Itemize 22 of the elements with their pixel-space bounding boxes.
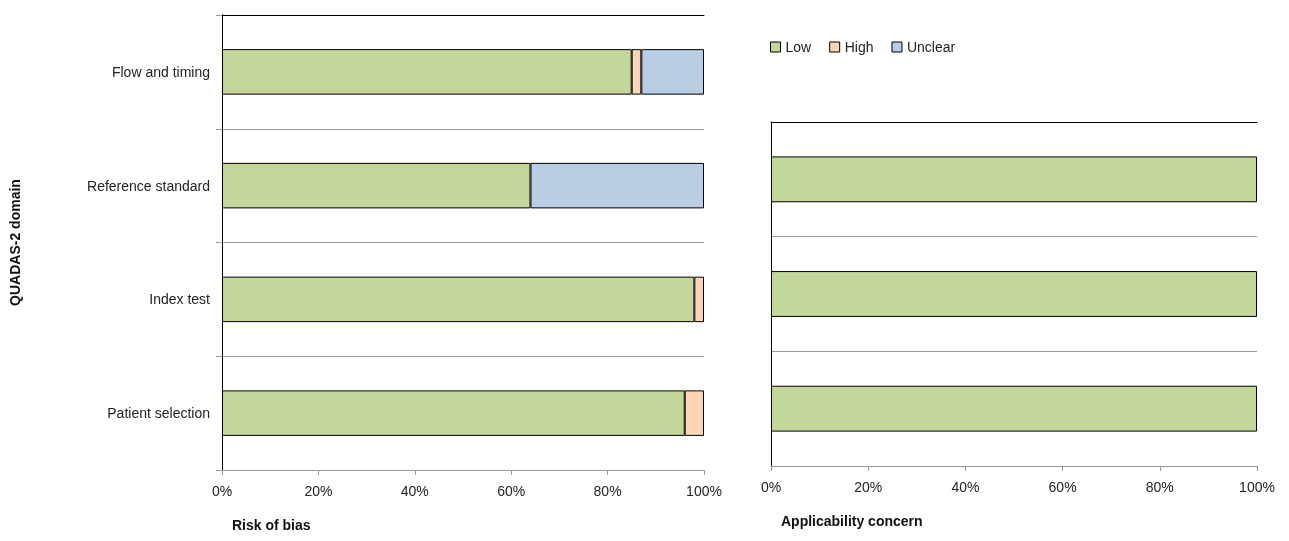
x-tick-label: 80% — [593, 483, 622, 499]
x-tick-label: 40% — [951, 479, 980, 495]
x-tick-label: 0% — [760, 479, 782, 495]
legend-label: Unclear — [906, 39, 956, 55]
legend-label: Low — [785, 39, 813, 55]
y-tick-label: Reference standard — [87, 177, 210, 194]
y-tick-label: Patient selection — [107, 405, 210, 422]
x-tick-label: 60% — [497, 483, 526, 499]
x-tick-label: 20% — [304, 483, 333, 499]
x-tick-label: 20% — [854, 479, 883, 495]
legend-label: High — [844, 39, 874, 55]
x-tick-label: 0% — [211, 483, 233, 499]
y-axis-title: QUADAS-2 domain — [7, 179, 23, 306]
x-tick-label: 40% — [400, 483, 429, 499]
y-tick-label: Index test — [149, 291, 211, 308]
x-axis-title: Risk of bias — [232, 517, 311, 533]
x-axis-title: Applicability concern — [781, 513, 923, 529]
x-tick-label: 100% — [686, 483, 722, 499]
x-tick-label: 100% — [1239, 479, 1275, 495]
x-tick-label: 80% — [1145, 479, 1174, 495]
x-tick-label: 60% — [1048, 479, 1077, 495]
y-tick-label: Flow and timing — [111, 63, 210, 80]
